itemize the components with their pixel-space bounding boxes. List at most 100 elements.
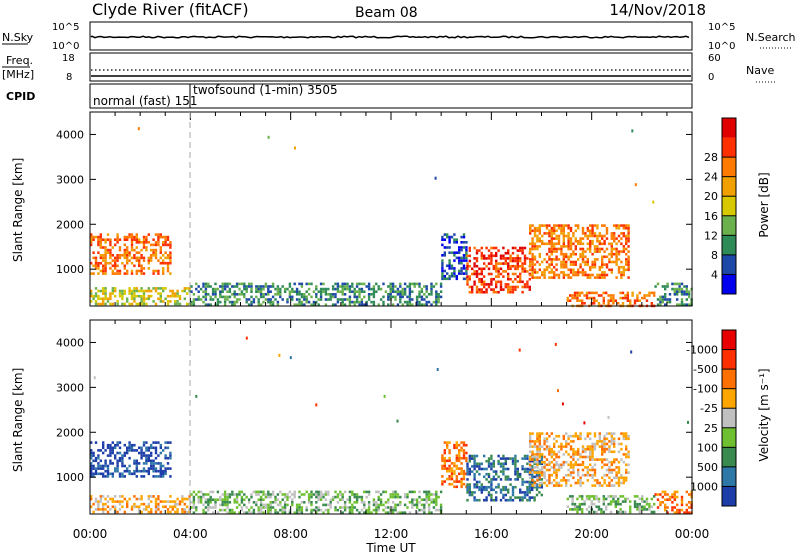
velocity-echo-cell bbox=[221, 493, 224, 496]
velocity-echo-cell bbox=[430, 498, 433, 501]
velocity-echo-cell bbox=[535, 483, 539, 486]
velocity-echo-cell bbox=[142, 451, 146, 455]
power-echo-cell bbox=[171, 294, 174, 298]
power-echo-cell bbox=[541, 273, 544, 277]
velocity-echo-cell bbox=[209, 498, 212, 501]
velocity-echo-cell bbox=[339, 490, 342, 494]
power-echo-cell bbox=[403, 282, 407, 286]
power-echo-cell bbox=[627, 232, 630, 235]
power-echo-cell bbox=[295, 303, 299, 306]
velocity-echo-cell bbox=[140, 497, 143, 501]
velocity-echo-cell bbox=[322, 493, 325, 496]
power-echo-cell bbox=[511, 290, 515, 294]
power-echo-cell bbox=[145, 235, 148, 239]
power-echo-cell bbox=[622, 224, 625, 227]
power-echo-cell bbox=[523, 259, 527, 263]
power-echo-cell bbox=[562, 237, 565, 240]
power-echo-cell bbox=[516, 275, 519, 278]
power-echo-cell bbox=[586, 237, 589, 240]
velocity-echo-cell bbox=[140, 454, 143, 457]
velocity-echo-cell bbox=[466, 467, 469, 471]
velocity-echo-cell bbox=[504, 457, 507, 460]
power-echo-cell bbox=[688, 290, 691, 293]
freq-frame bbox=[89, 52, 693, 82]
power-echo-cell bbox=[462, 254, 466, 257]
velocity-echo-cell bbox=[586, 432, 589, 435]
power-echo-cell bbox=[118, 246, 122, 249]
power-echo-cell bbox=[159, 233, 162, 236]
velocity-echo-cell bbox=[531, 480, 534, 484]
power-echo-cell bbox=[480, 290, 483, 294]
power-echo-cell bbox=[147, 289, 150, 293]
power-echo-cell bbox=[589, 245, 592, 248]
power-echo-cell bbox=[116, 241, 119, 244]
power-echo-cell bbox=[223, 287, 227, 291]
power-echo-cell bbox=[448, 246, 451, 249]
power-echo-cell bbox=[104, 261, 107, 265]
power-echo-cell bbox=[446, 233, 449, 236]
power-echo-cell bbox=[305, 290, 308, 293]
power-echo-cell bbox=[521, 262, 524, 265]
power-echo-cell bbox=[626, 294, 629, 297]
velocity-echo-cell bbox=[572, 440, 575, 443]
velocity-echo-cell bbox=[166, 462, 170, 465]
velocity-echo-cell bbox=[97, 454, 100, 457]
power-echo-cell bbox=[367, 285, 371, 288]
velocity-echo-cell bbox=[211, 511, 215, 514]
velocity-echo-cell bbox=[286, 503, 289, 507]
velocity-echo-cell bbox=[490, 496, 493, 499]
power-echo-cell bbox=[247, 303, 251, 306]
velocity-echo-cell bbox=[466, 491, 469, 494]
velocity-echo-cell bbox=[360, 495, 364, 499]
power-echo-cell bbox=[264, 293, 268, 296]
power-echo-cell bbox=[577, 224, 580, 227]
velocity-echo-cell bbox=[126, 446, 129, 450]
power-echo-cell bbox=[341, 285, 344, 288]
velocity-echo-cell bbox=[138, 508, 141, 511]
velocity-echo-cell bbox=[621, 510, 625, 514]
power-echo-cell bbox=[154, 287, 158, 290]
velocity-echo-cell bbox=[548, 479, 551, 482]
velocity-echo-cell bbox=[128, 443, 131, 447]
power-echo-cell bbox=[621, 291, 625, 295]
power-echo-cell bbox=[169, 289, 172, 293]
power-echo-cell bbox=[656, 282, 660, 286]
velocity-echo-cell bbox=[334, 506, 337, 509]
velocity-echo-cell bbox=[394, 495, 397, 499]
power-echo-cell bbox=[495, 290, 498, 294]
velocity-echo-cell bbox=[291, 501, 294, 504]
velocity-echo-cell bbox=[602, 502, 605, 506]
power-echo-cell bbox=[627, 245, 630, 248]
power-echo-cell bbox=[641, 296, 644, 300]
power-echo-cell bbox=[106, 248, 110, 252]
power-echo-cell bbox=[615, 250, 618, 253]
power-echo-cell bbox=[465, 246, 468, 249]
power-echo-cell bbox=[471, 288, 474, 291]
velocity-echo-cell bbox=[281, 508, 284, 512]
velocity-echo-cell bbox=[643, 505, 646, 509]
velocity-echo-cell bbox=[453, 464, 456, 468]
power-echo-cell bbox=[579, 263, 582, 266]
velocity-echo-cell bbox=[150, 508, 153, 511]
power-echo-cell bbox=[441, 261, 444, 265]
velocity-echo-cell bbox=[281, 498, 284, 501]
velocity-echo-cell bbox=[106, 443, 110, 447]
velocity-echo-cell bbox=[235, 506, 239, 509]
power-echo-cell bbox=[550, 260, 553, 264]
velocity-echo-cell bbox=[502, 454, 505, 458]
power-echo-cell bbox=[529, 247, 532, 251]
power-echo-cell bbox=[603, 276, 606, 279]
velocity-echo-cell bbox=[140, 469, 143, 473]
power-echo-cell bbox=[581, 229, 585, 233]
power-echo-cell bbox=[443, 274, 446, 278]
velocity-echo-cell bbox=[264, 506, 268, 509]
velocity-echo-cell bbox=[207, 501, 210, 504]
power-echo-cell bbox=[581, 291, 584, 295]
power-echo-cell bbox=[295, 290, 299, 293]
power-echo-cell bbox=[574, 252, 577, 256]
velocity-echo-cell bbox=[154, 510, 158, 514]
power-echo-cell bbox=[545, 260, 549, 264]
time-tick-label: 04:00 bbox=[173, 527, 208, 541]
power-echo-cell bbox=[683, 285, 686, 288]
